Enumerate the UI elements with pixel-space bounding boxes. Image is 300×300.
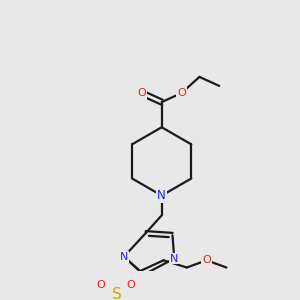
Text: N: N bbox=[120, 252, 128, 262]
Text: S: S bbox=[112, 287, 122, 300]
Text: O: O bbox=[127, 280, 136, 290]
Text: N: N bbox=[157, 189, 166, 202]
Text: N: N bbox=[170, 254, 178, 263]
Text: O: O bbox=[202, 255, 211, 265]
Text: O: O bbox=[137, 88, 146, 98]
Text: O: O bbox=[177, 88, 186, 98]
Text: O: O bbox=[96, 280, 105, 290]
